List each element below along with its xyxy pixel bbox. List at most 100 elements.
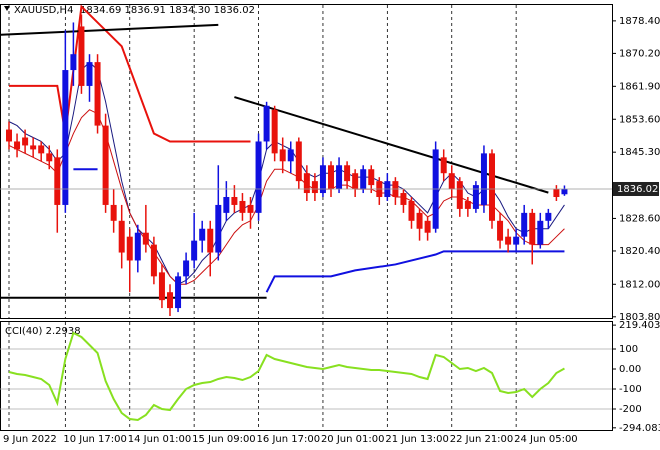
candle-body — [183, 260, 190, 277]
candle-body — [142, 232, 149, 245]
candle-body — [70, 54, 77, 71]
candle-body — [102, 125, 109, 205]
candle-body — [464, 200, 471, 209]
last-price-box — [613, 181, 659, 196]
y-tick-label: 1861.90 — [619, 81, 660, 92]
candle-body — [352, 173, 359, 190]
candle-body — [303, 173, 310, 194]
candle-body — [328, 165, 334, 190]
candle-body — [472, 185, 479, 209]
candle-body — [319, 165, 326, 194]
x-tick-label: 16 Jun 17:00 — [257, 434, 321, 445]
candle-body — [62, 70, 69, 205]
y-tick-label: 0.00 — [619, 364, 641, 375]
candle-body — [424, 220, 431, 233]
x-tick-label: 21 Jun 13:00 — [385, 434, 449, 445]
overlay-line — [0, 23, 219, 36]
candle-body — [279, 149, 286, 162]
candle-body — [480, 153, 487, 205]
candle-body — [78, 26, 85, 86]
candle-body — [521, 212, 528, 237]
candle-body — [311, 181, 318, 194]
overlay-line — [9, 4, 251, 143]
candle-body — [223, 197, 230, 213]
x-tick-label: 10 Jun 17:00 — [63, 434, 127, 445]
candle-body — [360, 169, 367, 190]
candle-body — [513, 236, 520, 245]
candle-body — [126, 236, 133, 261]
x-tick-label: 24 Jun 05:00 — [514, 434, 578, 445]
indicator-label: CCI(40) 2.2938 — [5, 326, 81, 337]
symbol: XAUUSD,H4 — [14, 5, 73, 16]
candle-body — [118, 220, 125, 253]
candle-body — [416, 212, 423, 229]
y-tick-label: -200 — [619, 404, 642, 415]
candle-body — [54, 157, 61, 205]
candle-body — [448, 173, 455, 190]
y-tick-label: 100 — [619, 344, 638, 355]
candle-body — [239, 200, 246, 213]
candle-body — [134, 232, 141, 261]
y-tick-label: 219.4039 — [619, 320, 660, 331]
overlay-line — [234, 96, 549, 194]
candle-body — [94, 62, 101, 126]
candle-body — [287, 149, 294, 162]
candle-body — [400, 193, 407, 205]
indicator-line — [8, 109, 565, 285]
candle-body — [215, 204, 222, 253]
x-tick-label: 20 Jun 01:00 — [321, 434, 385, 445]
candle-body — [30, 145, 37, 150]
candle-body — [489, 153, 495, 221]
candle-body — [6, 129, 12, 142]
y-tick-label: 1845.30 — [619, 147, 660, 158]
y-tick-label: 1828.60 — [619, 213, 660, 224]
candle-body — [199, 228, 206, 241]
candle-body — [150, 244, 157, 277]
x-tick-label: 14 Jun 01:00 — [128, 434, 192, 445]
candle-body — [553, 189, 560, 198]
candle-body — [440, 157, 447, 174]
candle-body — [247, 204, 254, 213]
ohlc: 1834.69 1836.91 1834.30 1836.02 — [80, 5, 255, 16]
candle-body — [295, 141, 302, 182]
candle-body — [46, 153, 53, 162]
cci-line — [8, 331, 565, 422]
candle-body — [86, 62, 93, 86]
x-tick-label: 15 Jun 09:00 — [192, 434, 256, 445]
candle-body — [408, 200, 415, 221]
candle-body — [175, 276, 182, 309]
candle-body — [529, 212, 536, 245]
y-tick-label: -294.0835 — [619, 423, 660, 434]
y-tick-label: 1870.20 — [619, 48, 660, 59]
indicator-frame — [0, 321, 613, 431]
main-frame — [0, 4, 613, 319]
candle-body — [545, 212, 552, 221]
candle-body — [14, 141, 21, 150]
candle-body — [456, 181, 463, 209]
last-price-label: 1836.02 — [617, 184, 658, 195]
candle-body — [207, 228, 214, 253]
candle-body — [263, 105, 270, 142]
x-tick-label: 9 Jun 2022 — [3, 434, 57, 445]
candle-body — [368, 169, 375, 186]
candle-body — [231, 197, 238, 205]
candle-body — [191, 240, 198, 261]
candle-body — [255, 141, 262, 213]
candle-body — [22, 137, 29, 146]
x-tick-label: 22 Jun 21:00 — [450, 434, 514, 445]
candle-body — [110, 204, 117, 221]
candle-body — [344, 165, 351, 182]
candle-body — [505, 236, 512, 245]
candle-body — [271, 109, 278, 154]
y-tick-label: 1803.80 — [619, 312, 660, 323]
candle-body — [336, 165, 343, 190]
candle-body — [497, 220, 504, 241]
candle-body — [38, 145, 45, 154]
y-tick-label: -100 — [619, 384, 642, 395]
collapse-arrow[interactable] — [4, 6, 10, 11]
indicator-line — [8, 61, 565, 285]
candle-body — [537, 220, 544, 245]
candle-body — [561, 188, 568, 195]
